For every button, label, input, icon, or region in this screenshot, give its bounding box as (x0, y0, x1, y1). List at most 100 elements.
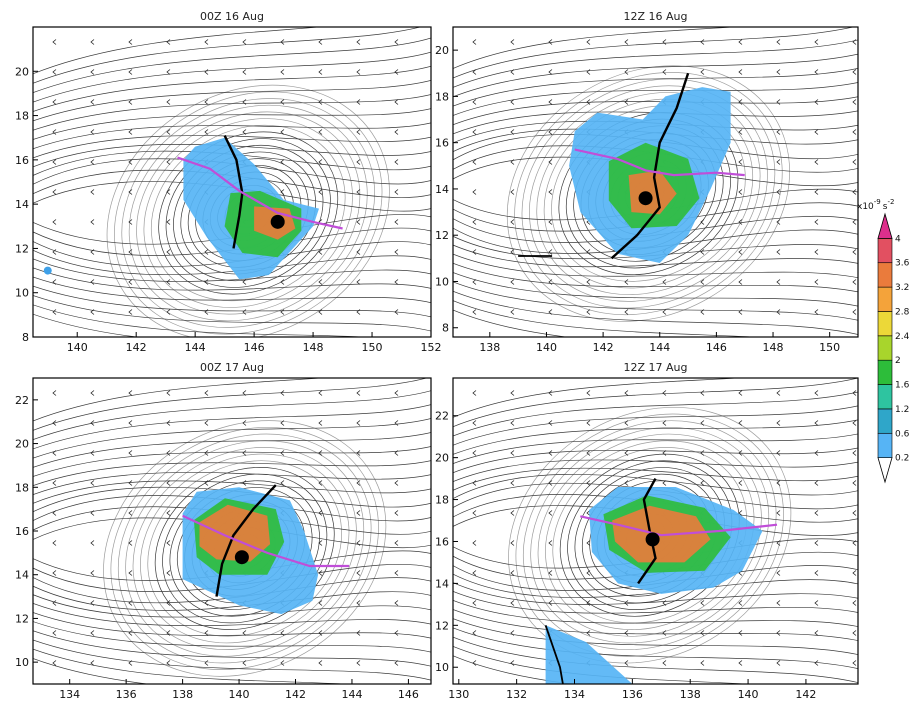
panel-frame (32, 26, 432, 338)
x-tick-label: 146 (398, 688, 419, 701)
shade-high (628, 170, 677, 215)
y-tick-label: 20 (15, 438, 29, 451)
vortex-center-dot (645, 532, 660, 547)
x-tick-label: 138 (172, 688, 193, 701)
panel-frame (452, 26, 859, 338)
y-tick-label: 14 (15, 569, 29, 582)
colorbar-label: 1.6 (895, 381, 910, 391)
x-tick-label: 146 (706, 341, 727, 354)
x-tick-label: 150 (362, 341, 383, 354)
shade-extra (545, 625, 633, 684)
x-tick-label: 144 (649, 341, 670, 354)
x-tick-label: 140 (738, 688, 759, 701)
y-tick-label: 18 (435, 90, 449, 103)
y-tick-label: 20 (435, 44, 449, 57)
colorbar-swatch (877, 384, 893, 410)
black-axis-line (215, 484, 277, 597)
x-tick-label: 136 (116, 688, 137, 701)
colorbar-swatch (877, 262, 893, 288)
x-tick-label: 130 (448, 688, 469, 701)
x-tick-label: 138 (680, 688, 701, 701)
x-tick-label: 148 (303, 341, 324, 354)
panel-title: 00Z 17 Aug (200, 361, 264, 374)
map-panel-3: 00Z 17 Aug 134 136 138 140 142 144 146 10 12 14 16 1… (15, 361, 432, 701)
y-tick-label: 10 (435, 275, 449, 288)
y-tick-label: 18 (15, 481, 29, 494)
y-tick-label: 20 (435, 452, 449, 465)
x-tick-label: 144 (185, 341, 206, 354)
x-tick-label: 150 (819, 341, 840, 354)
purple-axis-line (182, 514, 350, 568)
black-axis-line (610, 72, 690, 260)
map-panel-2: 12Z 16 Aug 138 140 142 144 146 148 150 8 10 12 14 16… (435, 10, 859, 354)
y-tick-label: 12 (15, 612, 29, 625)
y-tick-label: 8 (22, 331, 29, 344)
y-tick-label: 10 (435, 661, 449, 674)
x-tick-label: 138 (479, 341, 500, 354)
x-tick-label: 140 (536, 341, 557, 354)
y-tick-label: 14 (15, 198, 29, 211)
map-panel-1: 00Z 16 Aug 140 142 144 146 148 150 152 8 10 12 14 16… (15, 10, 442, 354)
extra-dot (43, 266, 52, 275)
panel-title: 00Z 16 Aug (200, 10, 264, 23)
colorbar-label: 0.2 (895, 454, 909, 464)
x-tick-label: 142 (285, 688, 306, 701)
y-tick-label: 8 (442, 322, 449, 335)
colorbar: 0.2 0.6 1.2 1.6 2 2.4 2.8 3.2 3.6 4 x10-9 s-2 (857, 198, 910, 484)
x-tick-label: 142 (593, 341, 614, 354)
y-tick-label: 10 (15, 287, 29, 300)
black-axis-line (637, 478, 657, 585)
x-tick-label: 136 (622, 688, 643, 701)
y-tick-label: 14 (435, 183, 449, 196)
y-tick-label: 22 (435, 410, 449, 423)
colorbar-swatch (877, 238, 893, 264)
colorbar-label: 3.2 (895, 283, 909, 293)
y-tick-label: 12 (435, 229, 449, 242)
y-tick-label: 12 (435, 619, 449, 632)
colorbar-swatch (877, 335, 893, 361)
vortex-center-dot (234, 550, 249, 565)
colorbar-swatch (877, 457, 893, 484)
colorbar-swatch (877, 432, 893, 458)
colorbar-label: 3.6 (895, 259, 910, 269)
black-segment (544, 625, 564, 684)
panel-title: 12Z 17 Aug (623, 361, 687, 374)
y-tick-label: 10 (15, 656, 29, 669)
purple-axis-line (574, 148, 745, 177)
x-tick-label: 140 (229, 688, 250, 701)
x-tick-label: 144 (341, 688, 362, 701)
colorbar-unit: x10-9 s-2 (857, 198, 894, 212)
colorbar-label: 2.8 (895, 307, 910, 317)
y-tick-label: 22 (15, 394, 29, 407)
panel-frame (452, 377, 859, 685)
colorbar-swatch (877, 212, 893, 239)
colorbar-swatch (877, 311, 893, 337)
colorbar-label: 2 (895, 356, 901, 366)
x-tick-label: 134 (59, 688, 80, 701)
x-tick-label: 148 (763, 341, 784, 354)
y-tick-label: 14 (435, 577, 449, 590)
x-tick-label: 146 (244, 341, 265, 354)
y-tick-label: 16 (435, 535, 449, 548)
colorbar-label: 4 (895, 234, 901, 244)
vortex-center-dot (270, 214, 285, 229)
map-panel-4: 12Z 17 Aug 130 132 134 136 138 140 142 10 12 14 16 1… (435, 361, 859, 701)
x-tick-label: 142 (795, 688, 816, 701)
y-tick-label: 18 (15, 110, 29, 123)
colorbar-swatch (877, 408, 893, 434)
colorbar-label: 2.4 (895, 332, 910, 342)
purple-axis-line (580, 515, 778, 537)
y-tick-label: 20 (15, 65, 29, 78)
x-tick-label: 140 (67, 341, 88, 354)
colorbar-label: 1.2 (895, 405, 909, 415)
y-tick-label: 16 (15, 154, 29, 167)
x-tick-label: 132 (506, 688, 527, 701)
shaded-field (545, 487, 763, 684)
x-tick-label: 152 (421, 341, 442, 354)
colorbar-label: 0.6 (895, 429, 910, 439)
y-tick-label: 16 (15, 525, 29, 538)
colorbar-swatch (877, 286, 893, 312)
streamlines (453, 378, 858, 684)
shaded-field (182, 487, 319, 615)
